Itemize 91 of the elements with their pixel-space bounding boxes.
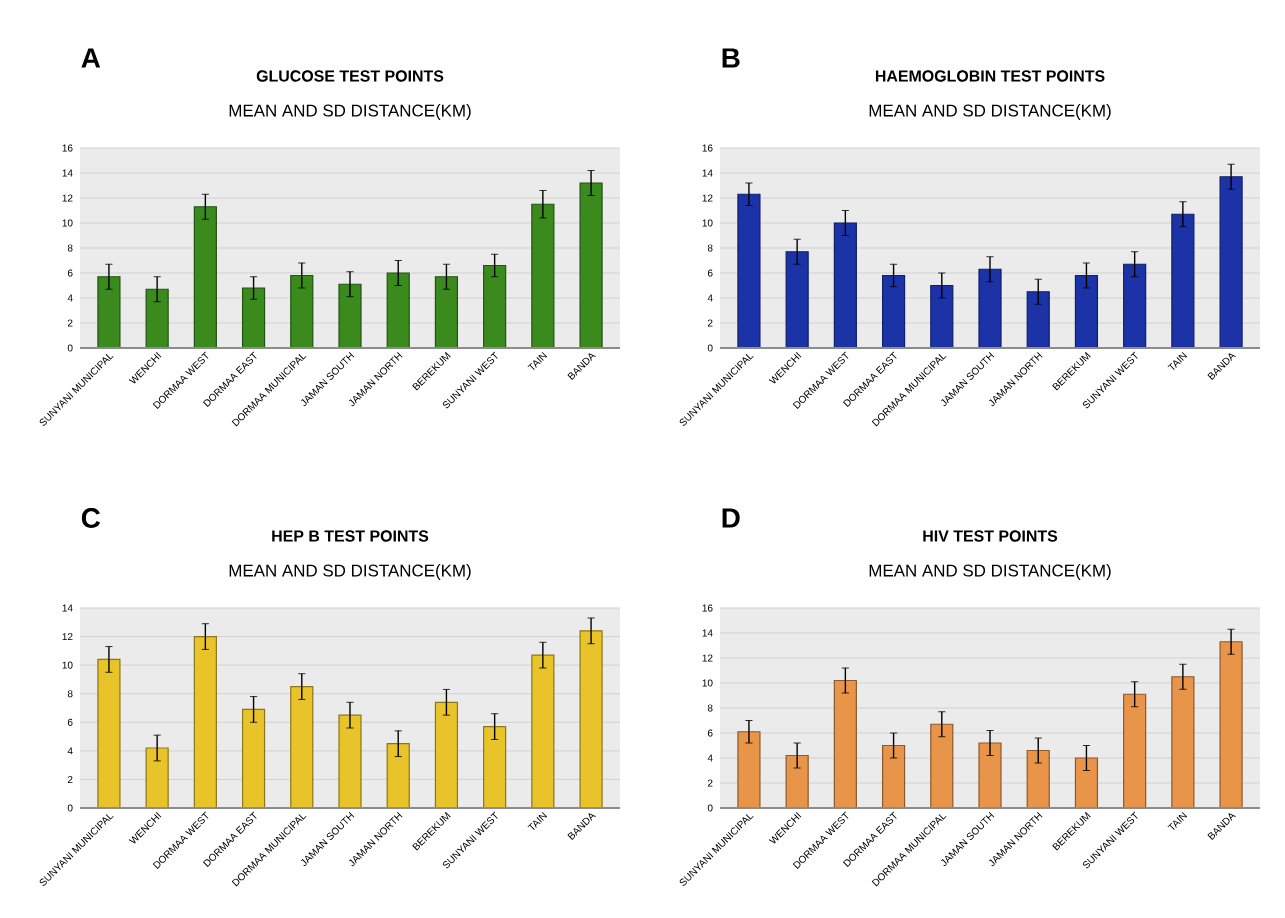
chart-subtitle: MEAN AND SD DISTANCE(KM)	[869, 564, 1111, 580]
bar	[145, 747, 169, 809]
y-tick-label: 2	[67, 319, 73, 327]
y-tick-label: 0	[707, 344, 713, 352]
bar	[531, 654, 555, 809]
text: A	[81, 48, 101, 68]
y-tick-label: 10	[62, 219, 73, 227]
bar	[1026, 749, 1050, 809]
y-tick-label: 2	[707, 779, 713, 787]
chart-title: HEP B TEST POINTS	[272, 530, 429, 542]
y-tick-label: 10	[62, 661, 73, 669]
bar	[434, 701, 459, 809]
y-tick-label: 14	[702, 629, 713, 637]
bar	[881, 744, 906, 809]
y-tick-label: 0	[67, 344, 73, 352]
y-tick-label: 16	[62, 144, 73, 152]
bar	[1219, 641, 1243, 809]
bar	[97, 276, 121, 349]
y-tick-label: 8	[67, 690, 73, 698]
y-tick-label: 6	[707, 729, 713, 737]
y-tick-label: 14	[702, 169, 713, 177]
y-tick-label: 4	[707, 294, 713, 302]
bar	[785, 251, 809, 349]
bar	[930, 723, 954, 809]
y-tick-label: 10	[702, 219, 713, 227]
bar	[193, 206, 217, 349]
bar	[193, 635, 217, 809]
y-tick-label: 12	[702, 194, 713, 202]
y-tick-label: 4	[67, 747, 73, 755]
bar	[338, 283, 362, 349]
bar	[1171, 676, 1195, 809]
y-tick-label: 16	[702, 144, 713, 152]
y-tick-label: 14	[62, 169, 73, 177]
bar	[579, 630, 603, 809]
text: C	[81, 508, 101, 528]
y-tick-label: 12	[62, 194, 73, 202]
y-tick-label: 12	[62, 633, 73, 641]
bar	[290, 685, 314, 809]
y-tick-label: 8	[707, 704, 713, 712]
bar	[531, 203, 555, 349]
bar	[97, 658, 121, 809]
y-tick-label: 6	[67, 269, 73, 277]
y-tick-label: 0	[67, 804, 73, 812]
bar	[978, 742, 1002, 809]
y-tick-label: 4	[707, 754, 713, 762]
y-tick-label: 8	[707, 244, 713, 252]
bar	[1219, 176, 1243, 349]
chart-subtitle: MEAN AND SD DISTANCE(KM)	[229, 104, 471, 120]
y-tick-label: 4	[67, 294, 73, 302]
text: D	[722, 508, 740, 528]
bar	[483, 725, 507, 809]
bar	[579, 182, 603, 349]
bar	[1123, 693, 1147, 809]
text: B	[722, 48, 740, 68]
bar	[483, 264, 507, 349]
bar	[386, 272, 410, 349]
bar	[833, 222, 857, 349]
bar	[386, 743, 410, 809]
bar	[145, 288, 169, 349]
chart-subtitle: MEAN AND SD DISTANCE(KM)	[869, 104, 1111, 120]
y-tick-label: 8	[67, 244, 73, 252]
bar	[1026, 291, 1050, 349]
bar	[338, 714, 362, 809]
y-tick-label: 6	[67, 718, 73, 726]
chart-title: HIV TEST POINTS	[923, 530, 1058, 542]
bar	[1074, 274, 1099, 349]
y-tick-label: 0	[707, 804, 713, 812]
bar	[1171, 213, 1195, 349]
bar	[434, 276, 459, 349]
chart-title: HAEMOGLOBIN TEST POINTS	[875, 70, 1105, 82]
y-tick-label: 16	[702, 604, 713, 612]
bar	[737, 193, 761, 349]
bar	[1123, 263, 1147, 349]
y-tick-label: 12	[702, 654, 713, 662]
y-tick-label: 14	[62, 604, 73, 612]
bar	[881, 274, 906, 349]
bar	[930, 284, 954, 349]
bar	[978, 268, 1002, 349]
bar	[241, 708, 266, 809]
y-tick-label: 2	[67, 775, 73, 783]
bar	[241, 287, 266, 349]
bar	[833, 679, 857, 809]
bar	[1074, 757, 1099, 809]
y-tick-label: 6	[707, 269, 713, 277]
chart-subtitle: MEAN AND SD DISTANCE(KM)	[229, 564, 471, 580]
chart-title: GLUCOSE TEST POINTS	[256, 70, 444, 82]
y-tick-label: 10	[702, 679, 713, 687]
bar	[290, 274, 314, 349]
bar	[785, 754, 809, 809]
y-tick-label: 2	[707, 319, 713, 327]
bar	[737, 731, 761, 809]
